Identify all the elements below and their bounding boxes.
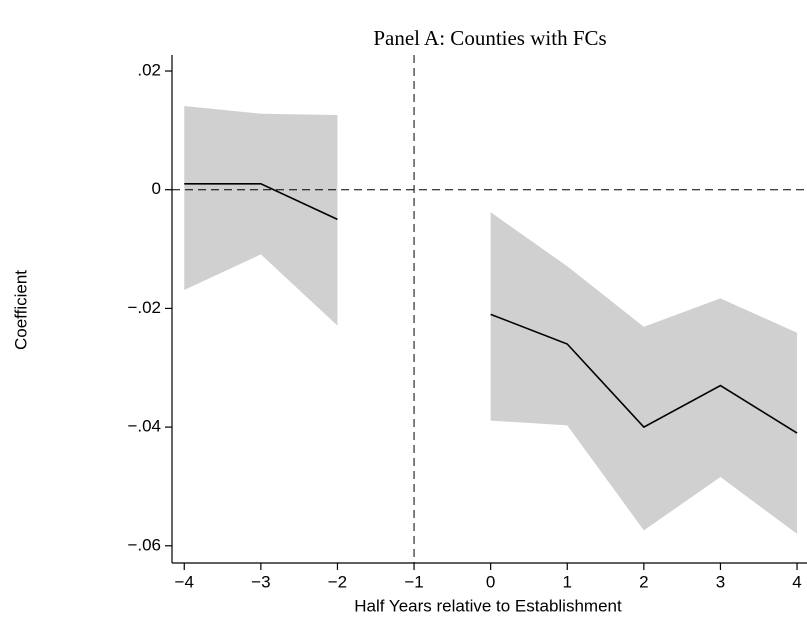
y-tick-label: −.02 <box>127 298 161 317</box>
x-axis-label: Half Years relative to Establishment <box>354 596 622 615</box>
x-tick-label: 1 <box>563 572 572 591</box>
x-tick-label: 4 <box>792 572 801 591</box>
x-tick-label: −1 <box>404 572 423 591</box>
estimate-line <box>184 182 338 221</box>
x-tick-label: −2 <box>328 572 347 591</box>
x-tick-label: −3 <box>251 572 270 591</box>
confidence-band <box>490 212 798 534</box>
estimate-line <box>490 313 798 434</box>
y-tick-label: −.06 <box>127 535 161 554</box>
x-tick-label: 2 <box>639 572 648 591</box>
y-tick-label: −.04 <box>127 417 161 436</box>
x-tick-label: 3 <box>716 572 725 591</box>
x-tick-label: −4 <box>175 572 194 591</box>
confidence-band <box>184 106 338 326</box>
x-tick-label: 0 <box>486 572 495 591</box>
y-tick-label: 0 <box>152 179 161 198</box>
chart-title: Panel A: Counties with FCs <box>373 26 606 50</box>
y-tick-label: .02 <box>137 61 161 80</box>
y-axis-label: Coefficient <box>11 270 30 350</box>
